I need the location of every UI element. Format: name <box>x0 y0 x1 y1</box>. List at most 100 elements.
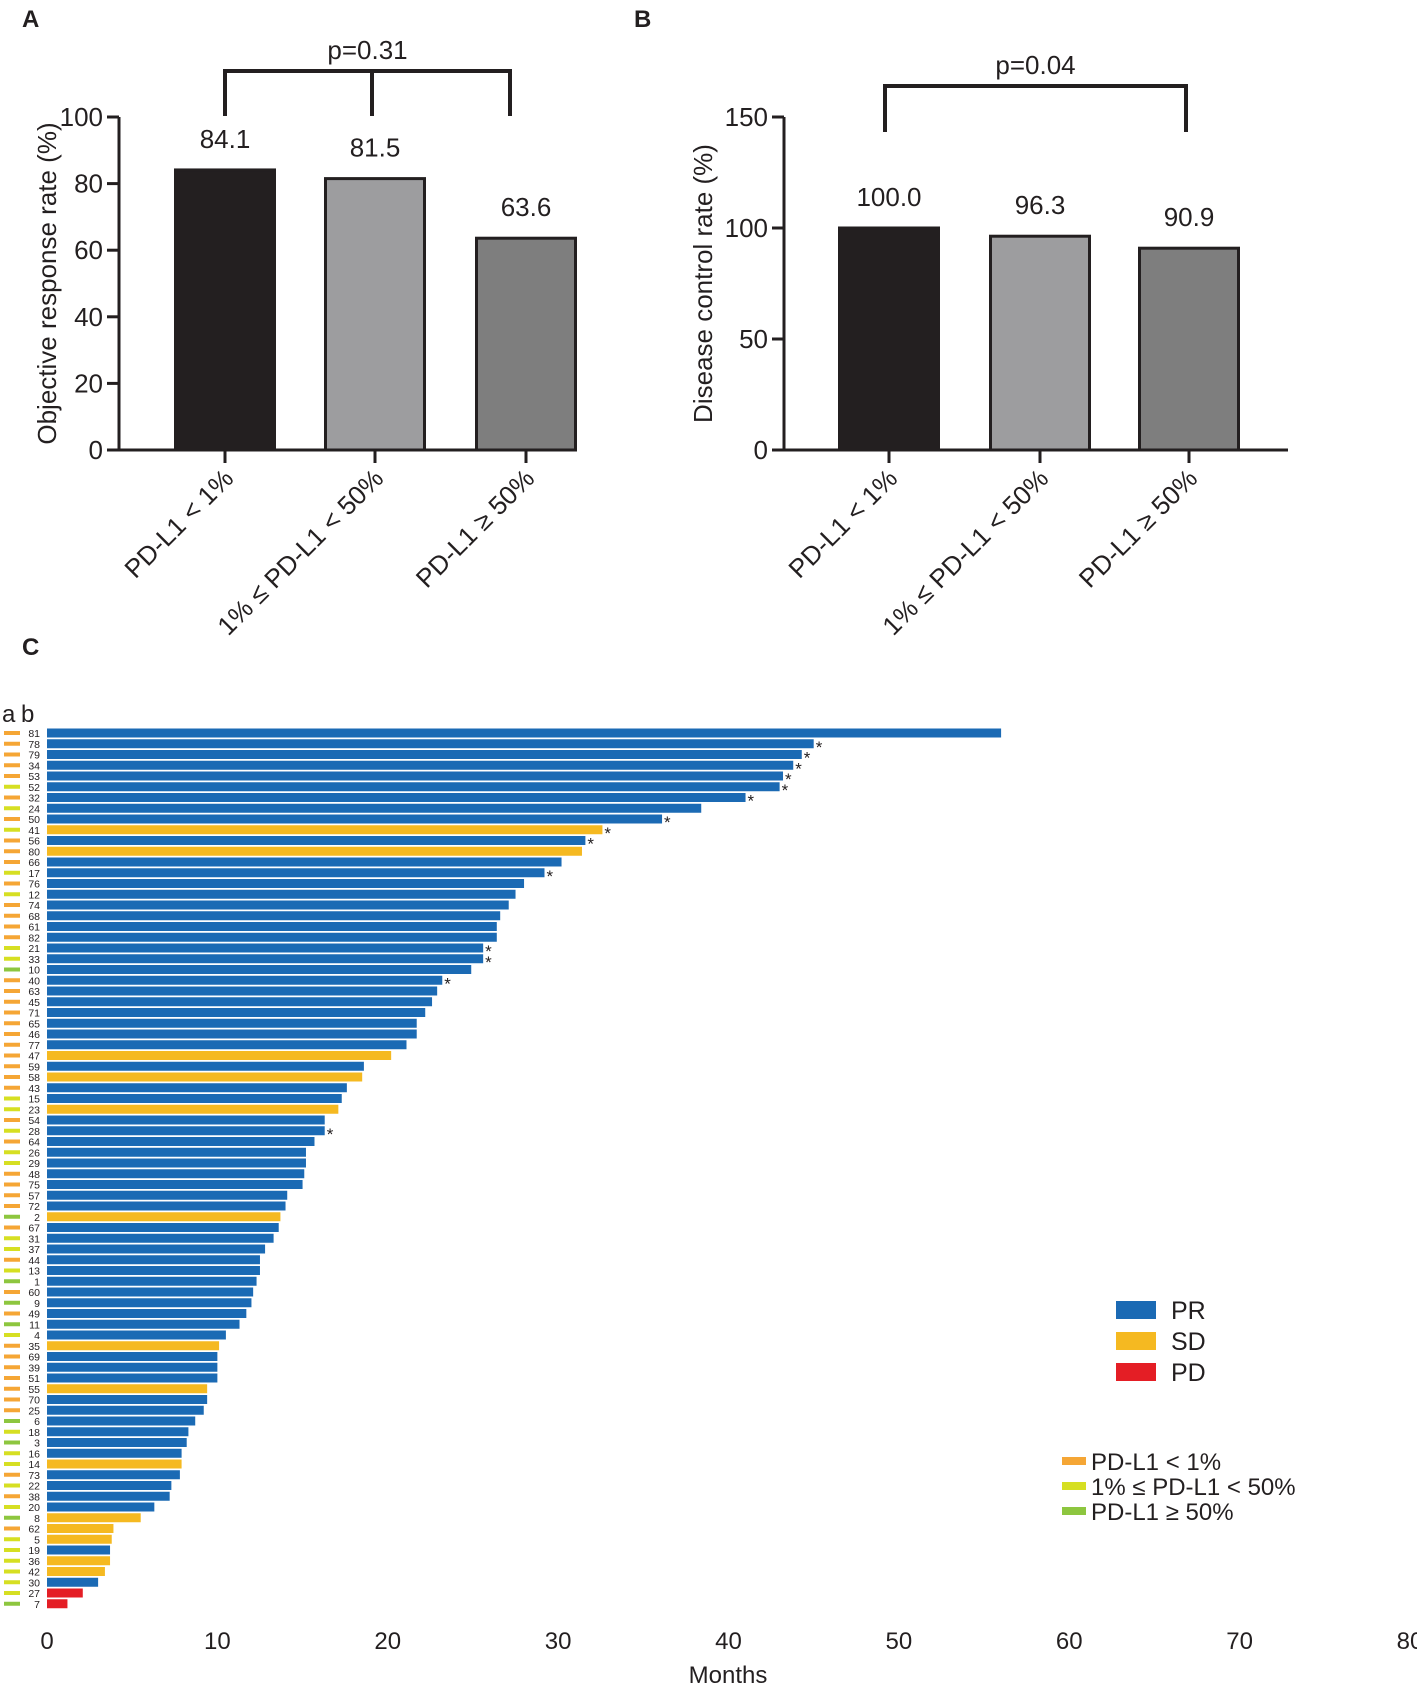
x-tick-label: 40 <box>715 1628 742 1655</box>
legend-label-pdl1-high: PD-L1 ≥ 50% <box>1091 1499 1234 1526</box>
bar-value-label: 84.1 <box>200 124 251 154</box>
pdl1-marker <box>4 1591 20 1595</box>
legend-label-sd: SD <box>1171 1328 1206 1356</box>
pdl1-marker <box>4 1214 20 1219</box>
patient-bar <box>47 1051 392 1060</box>
patient-bar <box>47 1534 112 1544</box>
pdl1-marker <box>4 1569 20 1574</box>
patient-id-label: 27 <box>28 1588 40 1600</box>
pdl1-marker <box>4 967 20 972</box>
patient-id-label: 80 <box>28 846 40 858</box>
pdl1-marker <box>4 784 20 789</box>
patient-bar <box>47 1470 180 1480</box>
pdl1-marker <box>4 1139 20 1144</box>
y-tick-label: 0 <box>754 435 768 465</box>
patient-bar <box>47 1180 303 1189</box>
patient-id-label: 5 <box>34 1534 40 1546</box>
legend-swatch-pr <box>1116 1301 1156 1319</box>
patient-id-label: 9 <box>34 1298 40 1310</box>
pdl1-marker <box>4 1032 20 1036</box>
patient-bar <box>47 997 433 1007</box>
significance-bracket <box>883 84 1188 132</box>
pdl1-marker <box>4 1483 20 1488</box>
patient-bar <box>47 889 516 899</box>
pdl1-marker <box>4 903 20 907</box>
x-tick-label: 70 <box>1226 1628 1253 1655</box>
patient-bar <box>47 750 802 759</box>
pdl1-marker <box>4 817 20 821</box>
patient-id-label: 44 <box>28 1255 40 1267</box>
patient-bar <box>47 1416 196 1426</box>
patient-bar <box>47 954 484 964</box>
pdl1-marker <box>4 935 20 940</box>
patient-id-label: 1 <box>34 1276 40 1288</box>
patient-bar <box>47 1577 99 1587</box>
pdl1-marker <box>4 1472 20 1477</box>
column-header-b: b <box>21 701 34 728</box>
patient-bar <box>47 1137 315 1146</box>
pdl1-marker <box>4 1204 20 1208</box>
patient-bar <box>47 1567 105 1576</box>
pdl1-marker <box>4 956 20 961</box>
pdl1-marker <box>4 1537 20 1542</box>
patient-id-label: 33 <box>28 954 40 966</box>
patient-bar <box>47 1029 417 1039</box>
x-tick-label: 20 <box>374 1628 401 1655</box>
patient-bar <box>47 1330 226 1340</box>
patient-bar <box>47 739 814 749</box>
bar-value-label: 81.5 <box>350 133 401 163</box>
patient-bar <box>47 1352 218 1361</box>
patient-id-label: 23 <box>28 1104 40 1116</box>
pdl1-marker <box>4 989 20 993</box>
bar <box>1138 246 1240 452</box>
pdl1-marker <box>4 1429 20 1434</box>
pdl1-marker <box>4 1236 20 1241</box>
patient-bar <box>47 803 702 813</box>
patient-id-label: 10 <box>28 965 40 977</box>
pdl1-marker <box>4 1408 20 1413</box>
pdl1-marker <box>4 1354 20 1359</box>
pdl1-marker <box>4 1462 20 1466</box>
patient-id-label: 7 <box>34 1599 40 1611</box>
pdl1-marker <box>4 1150 20 1155</box>
panel-label-a: A <box>22 6 39 33</box>
bar-value-label: 90.9 <box>1164 202 1215 232</box>
patient-id-label: 26 <box>28 1147 40 1159</box>
pdl1-marker <box>4 763 20 768</box>
patient-bar <box>47 825 603 835</box>
pdl1-marker <box>4 1225 20 1230</box>
pdl1-marker <box>4 1053 20 1058</box>
pdl1-marker <box>4 1343 20 1348</box>
patient-bar <box>47 1513 141 1523</box>
patient-bar <box>47 975 443 985</box>
pdl1-marker <box>4 1247 20 1251</box>
patient-id-label: 79 <box>28 750 40 762</box>
legend-swatch-pdl1-mid <box>1062 1482 1086 1490</box>
patient-bar <box>47 1384 208 1394</box>
patient-bar <box>47 1266 260 1275</box>
patient-id-label: 30 <box>28 1577 40 1589</box>
patient-bar <box>47 1083 347 1093</box>
patient-id-label: 4 <box>34 1330 40 1342</box>
pdl1-marker <box>4 1290 20 1294</box>
pdl1-marker <box>4 1182 20 1187</box>
patient-bar <box>47 1061 364 1071</box>
patient-id-label: 21 <box>28 943 40 955</box>
patient-id-label: 50 <box>28 814 40 826</box>
pdl1-marker <box>4 1322 20 1327</box>
y-tick-label: 0 <box>89 435 103 465</box>
legend-swatch-sd <box>1116 1332 1156 1350</box>
patient-bar <box>47 1395 208 1404</box>
patient-bar <box>47 760 794 770</box>
pdl1-marker <box>4 1107 20 1112</box>
pdl1-marker <box>4 1494 20 1499</box>
patient-bar <box>47 814 663 824</box>
pdl1-marker <box>4 946 20 950</box>
ongoing-marker: * <box>444 974 451 993</box>
significance-bracket <box>223 69 512 116</box>
patient-id-label: 51 <box>28 1373 40 1385</box>
pdl1-marker <box>4 1118 20 1122</box>
pdl1-marker <box>4 752 20 757</box>
legend-label-pdl1-mid: 1% ≤ PD-L1 < 50% <box>1091 1474 1296 1501</box>
